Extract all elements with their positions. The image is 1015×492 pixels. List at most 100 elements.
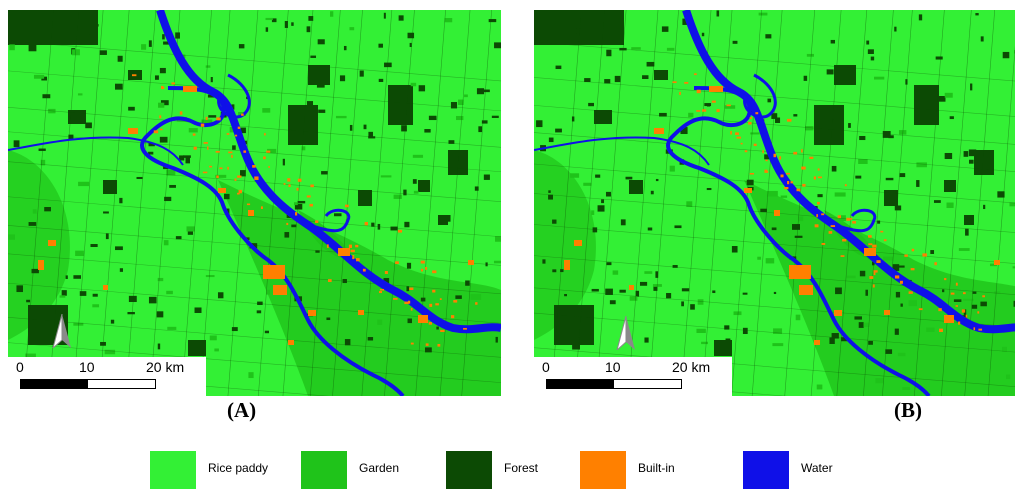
forest-patch: [68, 134, 74, 140]
forest-patch: [217, 292, 224, 299]
forest-patch: [371, 222, 375, 227]
forest-patch: [765, 34, 772, 39]
garden-patch: [186, 226, 195, 232]
garden-patch: [1002, 346, 1007, 352]
forest-patch: [294, 203, 303, 210]
built-in-area: [226, 133, 230, 135]
built-in-area: [779, 156, 782, 160]
built-in-area: [273, 285, 287, 295]
built-in-area: [950, 292, 955, 295]
land-cover-map: [8, 10, 501, 396]
built-in-area: [784, 187, 789, 190]
forest-patch: [344, 339, 351, 346]
forest-patch: [169, 184, 176, 188]
built-in-area: [338, 248, 350, 256]
canal-line: [8, 317, 501, 358]
forest-patch: [231, 104, 235, 110]
garden-patch: [805, 126, 814, 131]
forest-patch: [187, 231, 194, 235]
forest-patch: [31, 268, 39, 274]
garden-patch: [157, 277, 164, 282]
garden-patch: [806, 53, 814, 57]
forest-patch: [377, 223, 381, 230]
forest-patch: [830, 39, 835, 44]
canal-line: [534, 347, 1015, 387]
garden-patch: [989, 263, 997, 267]
canal-line: [181, 10, 212, 396]
forest-patch: [436, 326, 439, 330]
forest-patch: [865, 289, 868, 296]
forest-patch: [725, 338, 731, 341]
garden-patch: [78, 181, 90, 187]
built-in-area: [288, 340, 294, 345]
built-in-area: [475, 302, 478, 305]
forest-patch: [105, 233, 109, 240]
forest-patch: [308, 16, 314, 21]
forest-patch: [11, 40, 14, 44]
built-in-area: [961, 309, 966, 313]
forest-patch: [317, 39, 325, 45]
garden-patch: [883, 256, 894, 261]
forest-patch: [398, 15, 404, 21]
forest-patch: [359, 70, 364, 77]
garden-patch: [32, 209, 37, 214]
canal-line: [8, 107, 501, 148]
built-in-area: [744, 188, 752, 193]
canal-line: [648, 10, 679, 396]
built-in-area: [977, 311, 980, 314]
forest-patch: [265, 27, 269, 32]
forest-patch: [826, 69, 834, 75]
forest-patch: [245, 237, 250, 241]
garden-patch: [73, 322, 84, 326]
built-in-area: [161, 85, 164, 90]
garden-patch: [188, 128, 198, 133]
built-in-area: [355, 244, 359, 248]
forest-patch: [746, 179, 754, 186]
canal-line: [258, 10, 289, 396]
built-in-area: [911, 248, 915, 252]
canal-line: [574, 10, 605, 396]
canal-line: [415, 10, 446, 396]
garden-patch: [797, 216, 804, 222]
forest-patch: [240, 170, 246, 177]
forest-patch: [128, 106, 135, 111]
forest-patch: [8, 10, 98, 45]
forest-patch: [159, 67, 166, 74]
forest-patch: [407, 318, 412, 324]
forest-patch: [858, 322, 864, 328]
canal-line: [810, 10, 842, 396]
built-in-area: [234, 178, 237, 181]
built-in-area: [849, 218, 853, 220]
built-in-area: [410, 307, 413, 311]
forest-patch: [85, 122, 92, 129]
built-in-area: [867, 251, 870, 254]
built-in-area: [410, 342, 414, 345]
forest-patch: [814, 105, 844, 145]
built-in-area: [103, 285, 108, 290]
garden-patch: [570, 173, 580, 178]
built-in-area: [973, 327, 976, 331]
built-in-area: [755, 112, 759, 115]
built-in-area: [248, 210, 254, 216]
garden-patch: [758, 12, 768, 16]
built-in-area: [711, 100, 716, 103]
forest-patch: [117, 55, 123, 62]
built-in-area: [816, 201, 820, 205]
built-in-area: [237, 175, 242, 178]
forest-patch: [650, 190, 654, 195]
forest-patch: [65, 275, 68, 279]
canal-line: [534, 163, 1015, 204]
forest-patch: [95, 24, 99, 27]
built-in-area: [816, 214, 818, 218]
garden-patch: [75, 250, 84, 257]
forest-patch: [647, 227, 653, 231]
forest-patch: [771, 227, 777, 231]
built-in-area: [801, 166, 806, 170]
forest-patch: [378, 43, 383, 48]
forest-patch: [848, 123, 851, 128]
forest-patch: [339, 75, 346, 82]
garden-patch: [72, 49, 80, 56]
built-in-area: [709, 86, 723, 92]
canal-line: [227, 10, 259, 396]
canal-line: [199, 10, 231, 396]
